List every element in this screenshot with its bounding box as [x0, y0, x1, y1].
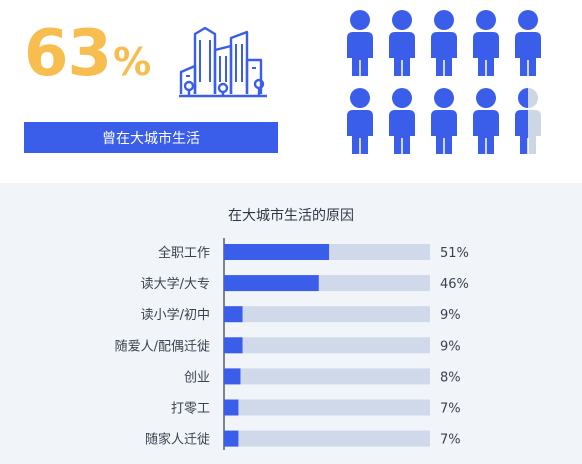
category-label: 读小学/初中 — [141, 307, 210, 323]
person-icon — [431, 10, 457, 76]
person-icon — [389, 10, 415, 76]
headline-stat: 63% — [24, 22, 151, 86]
person-icon — [515, 88, 541, 154]
value-label: 8% — [440, 370, 461, 385]
people-icon-grid — [347, 10, 541, 154]
value-label: 46% — [440, 277, 469, 292]
category-label: 创业 — [184, 370, 210, 385]
person-icon — [515, 10, 541, 76]
bar-track — [224, 306, 430, 323]
bar — [224, 368, 241, 385]
bar-track — [224, 399, 430, 416]
category-label: 全职工作 — [158, 245, 210, 261]
category-label: 随爱人/配偶迁徙 — [115, 339, 210, 354]
person-icon — [347, 10, 373, 76]
chart-panel — [0, 183, 582, 464]
headline-caption: 曾在大城市生活 — [24, 122, 278, 153]
bar — [224, 337, 243, 354]
bar — [224, 399, 239, 416]
person-icon — [473, 10, 499, 76]
person-icon — [473, 88, 499, 154]
bar — [224, 306, 243, 323]
bar-track — [224, 368, 430, 385]
chart-title: 在大城市生活的原因 — [228, 208, 354, 224]
category-label: 打零工 — [171, 402, 210, 417]
value-label: 7% — [440, 402, 461, 417]
value-label: 9% — [440, 308, 461, 323]
value-label: 51% — [440, 246, 469, 261]
person-icon — [389, 88, 415, 154]
person-icon — [431, 88, 457, 154]
headline-value: 63 — [24, 17, 112, 91]
bar — [224, 275, 319, 292]
category-label: 随家人迁徙 — [145, 432, 210, 448]
value-label: 7% — [440, 433, 461, 448]
city-buildings-icon — [179, 26, 267, 98]
headline-unit: % — [113, 40, 152, 84]
bar-track — [224, 430, 430, 447]
bar — [224, 244, 330, 260]
bar-track — [224, 337, 430, 354]
value-label: 9% — [440, 339, 461, 354]
category-label: 读大学/大专 — [141, 276, 210, 292]
person-icon — [347, 88, 373, 154]
bar — [224, 430, 239, 447]
